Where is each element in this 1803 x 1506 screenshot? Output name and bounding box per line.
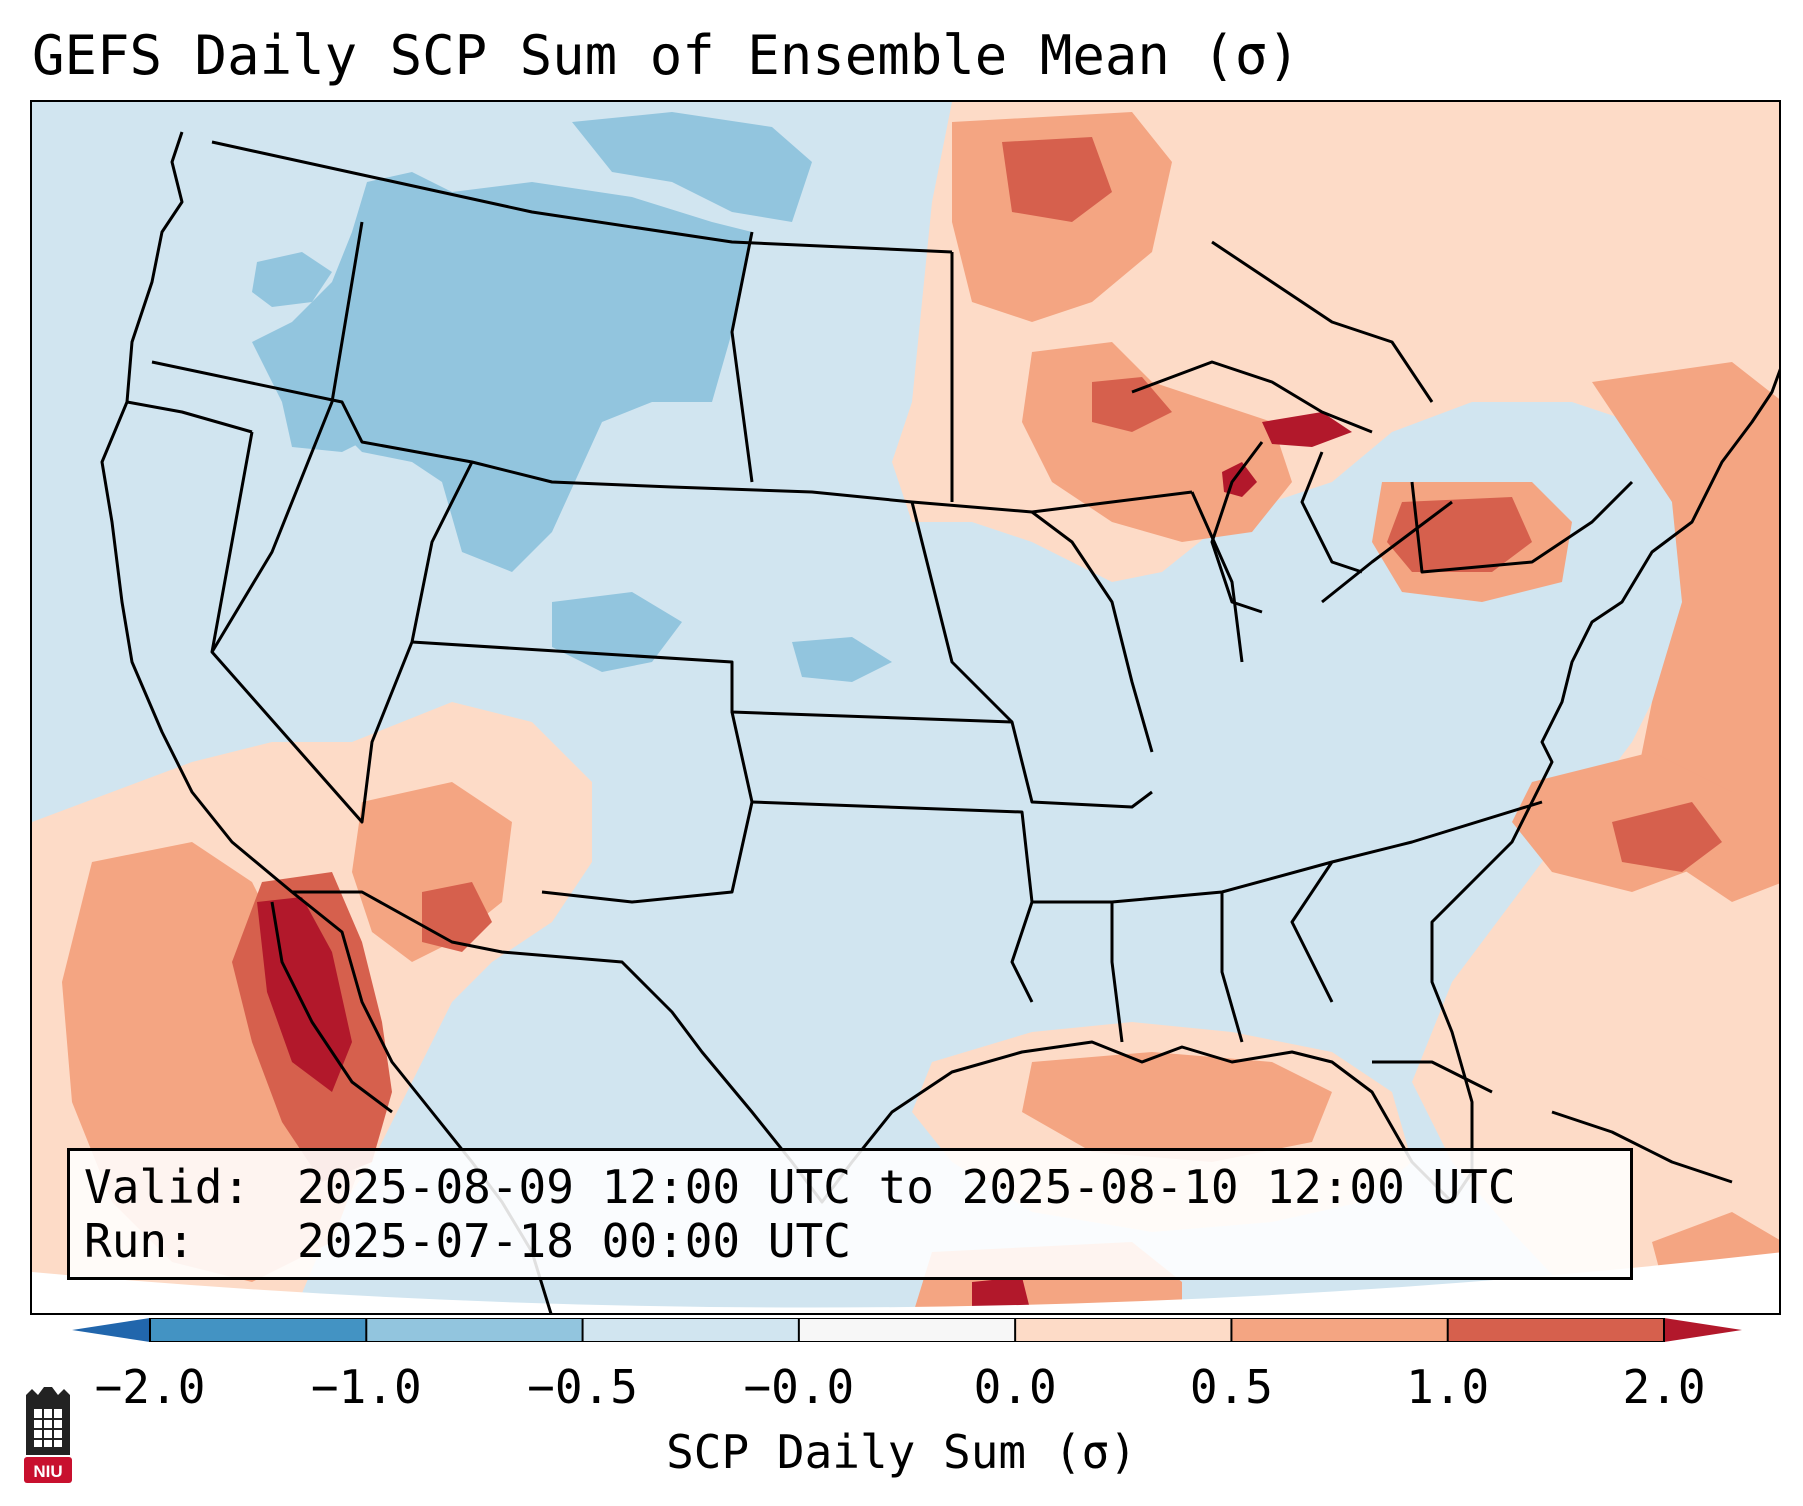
colorbar-tick: 0.0: [973, 1360, 1057, 1414]
map-panel: [30, 100, 1781, 1315]
colorbar-label: SCP Daily Sum (σ): [666, 1425, 1137, 1479]
valid-line: Valid: 2025-08-09 12:00 UTC to 2025-08-10…: [84, 1159, 1516, 1215]
colorbar-tick: −2.0: [94, 1360, 206, 1414]
colorbar-outline: [149, 1318, 1665, 1342]
colorbar-tick: 2.0: [1622, 1360, 1706, 1414]
valid-label: Valid:: [84, 1160, 251, 1214]
colorbar-under-arrow: [72, 1318, 150, 1342]
run-line: Run: 2025-07-18 00:00 UTC: [84, 1213, 851, 1269]
valid-value: 2025-08-09 12:00 UTC to 2025-08-10 12:00…: [297, 1160, 1516, 1214]
colorbar-tick: 1.0: [1406, 1360, 1490, 1414]
colorbar-tick: −0.5: [527, 1360, 638, 1414]
colorbar-segment: [366, 1318, 584, 1342]
colorbar-segment: [1231, 1318, 1449, 1342]
colorbar-segment: [798, 1318, 1016, 1342]
run-label: Run:: [84, 1214, 195, 1268]
colorbar-tick: −0.0: [743, 1360, 855, 1414]
svg-text:NIU: NIU: [33, 1462, 62, 1481]
projection-boundary: [32, 1252, 1779, 1313]
coastline-and-borders: [100, 131, 1779, 1313]
colorbar-segment: [150, 1318, 367, 1342]
colorbar-segment: [1447, 1318, 1665, 1342]
colorbar-over-arrow: [1664, 1318, 1742, 1342]
colorbar: [72, 1318, 1742, 1342]
colorbar-segment: [1015, 1318, 1232, 1342]
colorbar-tick: 0.5: [1189, 1360, 1273, 1414]
colorbar-segment: [582, 1318, 800, 1342]
map-canvas: [32, 102, 1779, 1313]
valid-run-info-box: Valid: 2025-08-09 12:00 UTC to 2025-08-10…: [67, 1148, 1633, 1280]
colorbar-tick: −1.0: [310, 1360, 422, 1414]
run-value: 2025-07-18 00:00 UTC: [297, 1214, 851, 1268]
chart-title: GEFS Daily SCP Sum of Ensemble Mean (σ): [32, 24, 1300, 87]
niu-logo: NIU: [24, 1387, 72, 1483]
